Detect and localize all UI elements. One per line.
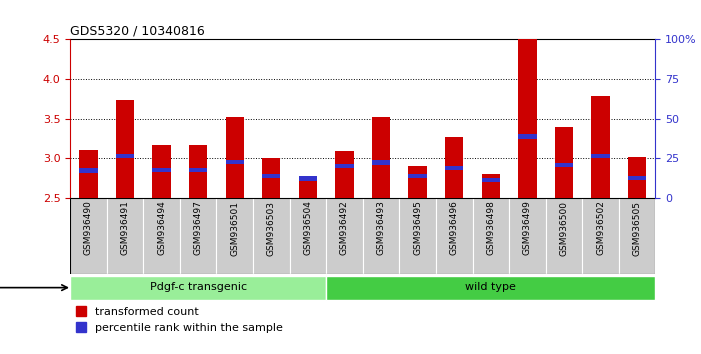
Legend: transformed count, percentile rank within the sample: transformed count, percentile rank withi…	[76, 307, 283, 333]
Bar	[116, 100, 134, 198]
Bar	[592, 96, 610, 198]
Bar	[436, 198, 472, 274]
Bar	[628, 176, 646, 180]
Bar	[363, 198, 400, 274]
Text: GSM936499: GSM936499	[523, 200, 532, 255]
Bar	[107, 198, 143, 274]
Bar	[152, 145, 171, 198]
Bar	[70, 276, 326, 299]
Text: GSM936495: GSM936495	[413, 200, 422, 255]
Text: GSM936494: GSM936494	[157, 200, 166, 255]
Bar	[262, 174, 280, 178]
Text: GSM936501: GSM936501	[230, 200, 239, 256]
Bar	[143, 198, 180, 274]
Bar	[226, 160, 244, 164]
Bar	[189, 167, 207, 172]
Bar	[472, 198, 509, 274]
Bar	[554, 163, 573, 167]
Bar	[70, 198, 107, 274]
Bar	[226, 117, 244, 198]
Bar	[628, 157, 646, 198]
Bar	[290, 198, 326, 274]
Text: GSM936505: GSM936505	[632, 200, 641, 256]
Bar	[409, 166, 427, 198]
Text: GSM936493: GSM936493	[376, 200, 386, 255]
Bar	[518, 134, 536, 138]
Bar	[326, 198, 363, 274]
Text: Pdgf-c transgenic: Pdgf-c transgenic	[149, 282, 247, 292]
Bar	[554, 127, 573, 198]
Bar	[619, 198, 655, 274]
Bar	[482, 178, 500, 182]
Bar	[180, 198, 217, 274]
Bar	[299, 181, 317, 198]
Bar	[400, 198, 436, 274]
Bar	[152, 167, 171, 172]
Bar	[253, 198, 290, 274]
Bar	[335, 164, 353, 168]
Text: GSM936500: GSM936500	[559, 200, 569, 256]
Bar	[372, 117, 390, 198]
Text: GSM936498: GSM936498	[486, 200, 496, 255]
Bar	[335, 151, 353, 198]
Text: wild type: wild type	[465, 282, 516, 292]
Bar	[545, 198, 583, 274]
Text: GSM936497: GSM936497	[193, 200, 203, 255]
Bar	[299, 176, 317, 181]
Bar	[372, 160, 390, 165]
Text: GSM936503: GSM936503	[267, 200, 275, 256]
Text: GSM936496: GSM936496	[450, 200, 458, 255]
Bar	[445, 166, 463, 170]
Bar	[482, 173, 500, 198]
Text: GSM936492: GSM936492	[340, 200, 349, 255]
Text: GSM936491: GSM936491	[121, 200, 130, 255]
Text: GSM936504: GSM936504	[304, 200, 313, 255]
Bar	[79, 150, 97, 198]
Bar	[592, 154, 610, 159]
Bar	[509, 198, 545, 274]
Bar	[583, 198, 619, 274]
Bar	[116, 154, 134, 159]
Text: GDS5320 / 10340816: GDS5320 / 10340816	[70, 25, 205, 38]
Bar	[409, 174, 427, 178]
Bar	[189, 145, 207, 198]
Bar	[217, 198, 253, 274]
Bar	[518, 39, 536, 198]
Text: GSM936502: GSM936502	[596, 200, 605, 255]
Bar	[445, 137, 463, 198]
Bar	[326, 276, 655, 299]
Bar	[262, 159, 280, 198]
Text: GSM936490: GSM936490	[84, 200, 93, 255]
Bar	[79, 169, 97, 173]
